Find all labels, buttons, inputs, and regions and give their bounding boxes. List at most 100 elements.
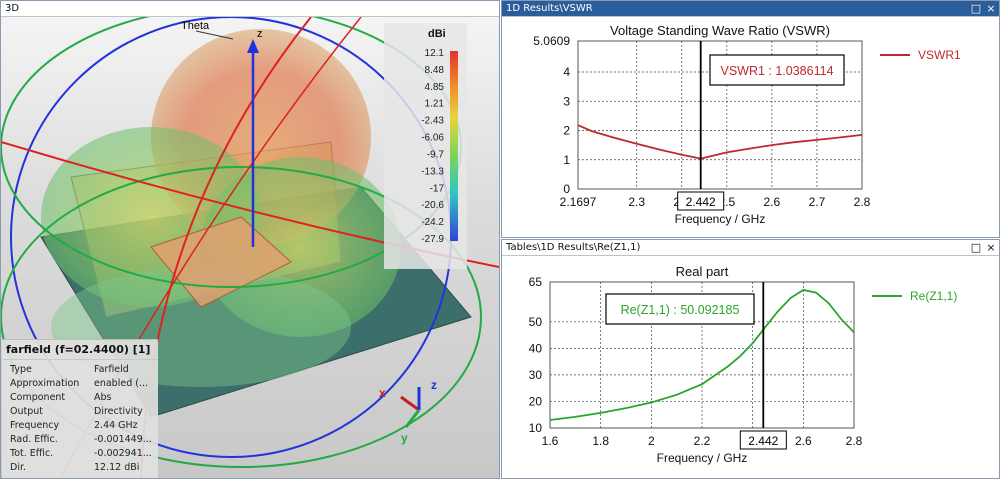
triad-y-axis xyxy=(404,409,421,428)
info-row: Frequency 2.44 GHz xyxy=(8,418,154,432)
x-tick-label: 2.6 xyxy=(764,195,781,209)
info-key: Component xyxy=(10,391,66,403)
y-tick-label: 10 xyxy=(529,421,543,435)
plot-area xyxy=(549,281,855,429)
x-tick-label: 1.6 xyxy=(542,434,559,448)
legend-tick-label: -6.06 xyxy=(421,133,444,144)
info-row: Output Directivity xyxy=(8,404,154,418)
side-lobe-right xyxy=(201,157,401,337)
x-tick-label: 2.3 xyxy=(628,195,645,209)
info-row: Tot. Effic. -0.002941... xyxy=(8,446,154,460)
y-tick-label: 40 xyxy=(529,341,543,355)
info-value: Abs xyxy=(94,391,112,403)
plot-area xyxy=(577,40,863,190)
info-key: Output xyxy=(10,405,43,417)
legend-tick-label: -2.43 xyxy=(421,116,444,127)
info-value: Farfield xyxy=(94,363,129,375)
legend-label: Re(Z1,1) xyxy=(910,289,957,303)
info-value: -0.001449... xyxy=(94,433,152,445)
x-tick-label: 2.2 xyxy=(694,434,711,448)
legend-tick-label: -17 xyxy=(430,183,445,194)
y-tick-label: 5.0609 xyxy=(533,34,570,48)
info-key: Type xyxy=(10,363,32,375)
info-key: Rad. Effic. xyxy=(10,433,58,445)
x-tick-label: 2.7 xyxy=(809,195,826,209)
theta-arrow xyxy=(195,30,234,40)
info-value: 2.44 GHz xyxy=(94,419,138,431)
chart-title: Voltage Standing Wave Ratio (VSWR) xyxy=(610,23,830,38)
window-title-rez: Tables\1D Results\Re(Z1,1) □ × xyxy=(502,240,999,256)
info-value: 12.12 dBi xyxy=(94,461,140,473)
y-tick-label: 20 xyxy=(529,394,543,408)
marker-value-label: VSWR1 : 1.0386114 xyxy=(720,64,833,78)
info-value: enabled (... xyxy=(94,377,149,389)
color-legend: dBi 12.1 8.48 4.85 1.21 -2.43 -6.06 -9.7 -13.3 -… xyxy=(384,23,467,269)
close-button[interactable]: × xyxy=(986,241,996,254)
3d-viewport[interactable]: z Theta x z y dBi 12.1 8.48 4.85 1.21 -2.43 -… xyxy=(1,17,499,478)
marker-freq-box xyxy=(677,191,725,211)
close-button[interactable]: × xyxy=(986,2,996,15)
legend-tick-label: -27.9 xyxy=(421,234,444,245)
info-row: Component Abs xyxy=(8,390,154,404)
legend-tick-label: 1.21 xyxy=(425,99,445,110)
x-tick-label: 2 xyxy=(648,434,655,448)
x-tick-label: 2.8 xyxy=(854,195,871,209)
triad-x-axis xyxy=(400,395,420,412)
marker-freq-label: 2.442 xyxy=(686,195,716,209)
x-tick-label: 1.8 xyxy=(592,434,609,448)
y-tick-label: 0 xyxy=(563,182,570,196)
legend-unit: dBi xyxy=(428,28,446,40)
series-line-0 xyxy=(549,289,855,421)
x-tick-label: 2.8 xyxy=(846,434,863,448)
y-tick-label: 2 xyxy=(563,124,570,138)
info-row: Approximation enabled (... xyxy=(8,376,154,390)
marker-value-label: Re(Z1,1) : 50.092185 xyxy=(621,303,740,317)
legend-label: VSWR1 xyxy=(918,48,961,62)
marker-value-box xyxy=(605,293,755,325)
y-tick-label: 3 xyxy=(563,94,570,108)
x-axis-label: Frequency / GHz xyxy=(657,451,748,465)
legend-svg: dBi 12.1 8.48 4.85 1.21 -2.43 -6.06 -9.7 -13.3 -… xyxy=(421,28,458,245)
z-axis-label: z xyxy=(257,28,263,40)
info-header: farfield (f=02.4400) [1] xyxy=(2,340,158,360)
info-row: Type Farfield xyxy=(8,362,154,376)
y-tick-label: 1 xyxy=(563,153,570,167)
y-tick-label: 50 xyxy=(529,315,543,329)
triad-x-label: x xyxy=(379,386,386,400)
y-tick-label: 4 xyxy=(563,65,570,79)
marker-freq-box xyxy=(739,430,787,450)
z-axis-arrow xyxy=(247,39,259,53)
legend-tick-label: 8.48 xyxy=(425,65,445,76)
info-table: Type Farfield Approximation enabled (... Com… xyxy=(8,362,154,474)
maximize-button[interactable]: □ xyxy=(970,241,982,254)
info-value: -0.002941... xyxy=(94,447,152,459)
legend-tick-label: -9.7 xyxy=(427,149,445,160)
marker-value-box xyxy=(709,54,845,86)
info-key: Dir. xyxy=(10,461,27,473)
window-title-vswr-text: 1D Results\VSWR xyxy=(506,3,593,14)
farfield-3d-window[interactable]: 3D xyxy=(0,0,500,479)
phi-circle-green xyxy=(1,166,482,468)
info-value: Directivity xyxy=(94,405,143,417)
re-z-window[interactable]: Tables\1D Results\Re(Z1,1) □ × Real part 1… xyxy=(501,239,1000,479)
legend-tick-label: -20.6 xyxy=(421,200,444,211)
vswr-chart[interactable]: Voltage Standing Wave Ratio (VSWR) 2.1697… xyxy=(502,17,999,237)
triad-y-label: y xyxy=(401,431,408,445)
marker-freq-label: 2.442 xyxy=(748,434,778,448)
legend-tick-label: -24.2 xyxy=(421,217,444,228)
info-key: Approximation xyxy=(10,377,80,389)
window-title-vswr: 1D Results\VSWR □ × xyxy=(502,1,999,17)
legend-tick-label: 4.85 xyxy=(425,82,445,93)
re-z-chart[interactable]: Real part1.61.822.22.42.62.8102030405065… xyxy=(502,256,999,478)
legend-tick-label: -13.3 xyxy=(421,166,444,177)
y-tick-label: 65 xyxy=(529,275,543,289)
x-axis-label: Frequency / GHz xyxy=(675,212,766,226)
x-tick-label: 2.1697 xyxy=(560,195,597,209)
x-tick-label: 2.6 xyxy=(795,434,812,448)
maximize-button[interactable]: □ xyxy=(970,2,982,15)
theta-label: Theta xyxy=(181,20,210,32)
farfield-info-panel: farfield (f=02.4400) [1] Type Farfield App… xyxy=(2,339,158,478)
vswr-window[interactable]: 1D Results\VSWR □ × Voltage Standing Wave… xyxy=(501,0,1000,238)
info-key: Tot. Effic. xyxy=(10,447,54,459)
info-key: Frequency xyxy=(10,419,60,431)
